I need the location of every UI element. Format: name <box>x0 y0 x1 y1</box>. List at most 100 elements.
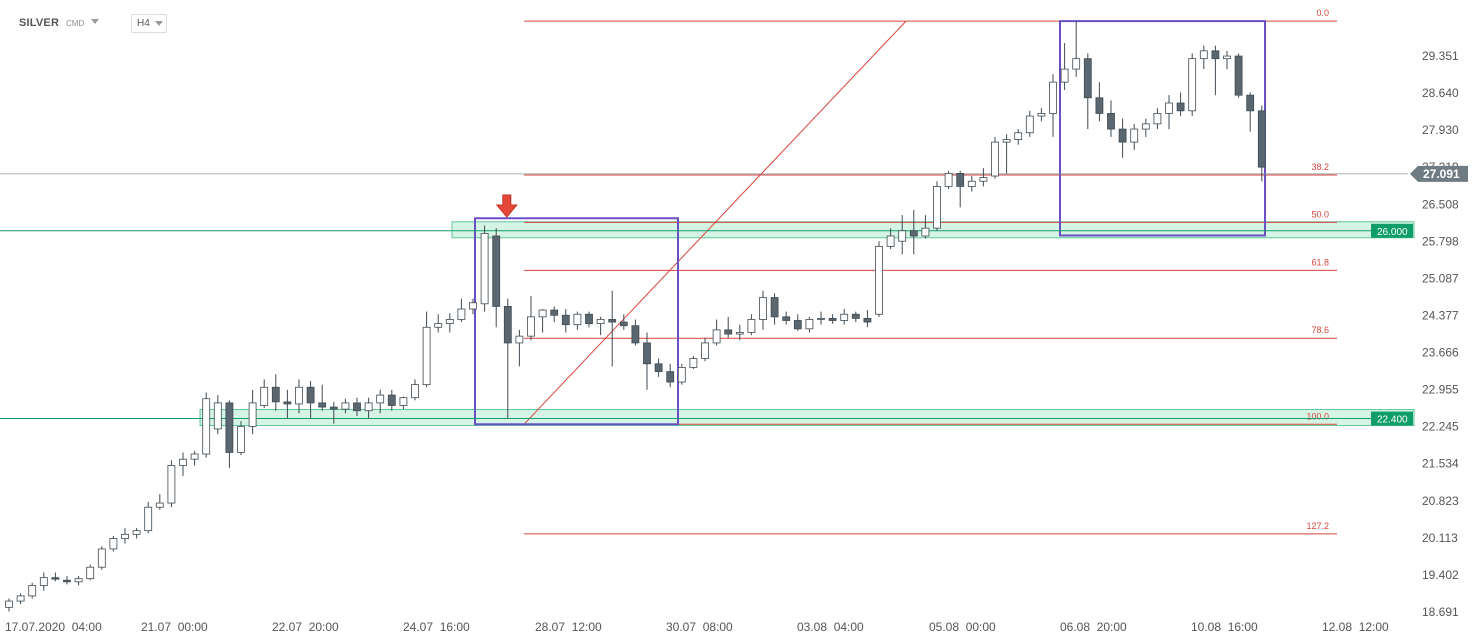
price-axis: 29.35128.64027.93027.21926.50825.79825.0… <box>1422 49 1459 619</box>
y-tick-label: 18.691 <box>1422 605 1459 619</box>
support-zone <box>199 409 1415 427</box>
candle <box>1211 45 1220 96</box>
candle-body <box>86 566 95 580</box>
candle <box>619 314 628 330</box>
y-tick-label: 20.113 <box>1422 531 1458 545</box>
candle-body <box>1002 139 1011 143</box>
y-tick-label: 24.377 <box>1422 308 1459 322</box>
candle-body <box>155 502 164 508</box>
candle <box>666 363 675 388</box>
candle <box>1257 105 1266 182</box>
candle-body <box>677 367 686 383</box>
price-badges: 27.091 26.000 22.400 <box>1371 165 1468 426</box>
candle <box>1107 100 1115 137</box>
candle <box>422 311 431 388</box>
candle <box>747 314 756 336</box>
candle <box>318 384 327 411</box>
symbol-name[interactable]: SILVER <box>19 17 60 29</box>
candles <box>5 21 1266 612</box>
candle-body <box>1095 97 1104 114</box>
level-badge-bg <box>1371 223 1413 238</box>
candle-body <box>967 180 976 187</box>
candle-body <box>1014 132 1023 140</box>
horizontal-levels <box>0 173 1408 420</box>
candle <box>643 332 651 390</box>
candle <box>179 452 187 476</box>
candle <box>608 290 617 367</box>
candle-body <box>295 386 303 405</box>
candle <box>28 582 37 599</box>
level-badge-text: 26.000 <box>1377 227 1408 238</box>
candle <box>1002 134 1011 174</box>
candle <box>190 450 199 466</box>
candle <box>1153 108 1162 130</box>
candle <box>503 298 512 419</box>
candle-body <box>817 318 825 320</box>
y-tick-label: 22.955 <box>1422 383 1459 397</box>
level-badge-text: 22.400 <box>1377 415 1408 426</box>
candle-body <box>631 325 640 344</box>
candle <box>295 379 303 414</box>
candle <box>840 309 849 325</box>
candle <box>248 389 257 435</box>
candle-body <box>527 316 535 337</box>
candle <box>155 494 164 510</box>
candle <box>5 598 13 612</box>
candle <box>1025 110 1034 137</box>
y-tick-label: 28.640 <box>1422 86 1459 100</box>
candle <box>306 380 315 419</box>
candle-body <box>1072 58 1081 70</box>
candle <box>585 311 593 328</box>
chevron-down-icon <box>155 21 163 26</box>
candle-body <box>1223 55 1231 60</box>
range-box <box>1059 20 1266 237</box>
candle <box>1188 53 1197 117</box>
candle <box>283 389 292 419</box>
candle <box>399 396 408 410</box>
candle-body <box>1083 58 1092 99</box>
candle <box>1049 74 1057 137</box>
candle-body <box>411 384 419 399</box>
candle-body <box>770 297 779 318</box>
support-zone <box>451 221 1415 239</box>
level-badge: 22.400 <box>1371 411 1413 426</box>
candle-body <box>979 177 988 182</box>
timeframe-select[interactable]: H4 <box>131 14 167 33</box>
candle-body <box>793 320 802 330</box>
fib-level-label: 78.6 <box>1311 325 1329 335</box>
candle-body <box>5 600 13 608</box>
candle <box>828 314 837 324</box>
candle <box>445 313 454 333</box>
candle-body <box>886 235 895 247</box>
chevron-down-icon[interactable] <box>91 19 99 24</box>
candle <box>596 316 605 336</box>
candle <box>329 401 338 424</box>
candle-body <box>225 402 234 453</box>
candle <box>1095 82 1104 122</box>
symbol-type: CMD <box>66 19 85 28</box>
candle-body <box>213 402 222 430</box>
candle-body <box>492 235 501 307</box>
fib-level-label: 50.0 <box>1311 209 1329 219</box>
candle-body <box>434 323 443 328</box>
candle <box>1234 53 1243 98</box>
candle <box>376 389 385 414</box>
candle <box>1223 50 1231 70</box>
candle <box>144 501 153 534</box>
candle-body <box>689 358 698 368</box>
candle <box>712 319 721 346</box>
candle-body <box>805 319 814 330</box>
candle <box>97 546 106 570</box>
candle-body <box>643 342 651 365</box>
candle <box>805 316 814 333</box>
level-badge: 26.000 <box>1371 223 1413 238</box>
y-tick-label: 25.087 <box>1422 271 1459 285</box>
y-tick-label: 20.823 <box>1422 494 1459 508</box>
candle <box>782 311 791 325</box>
x-tick-label: 22.07 20:00 <box>272 620 339 634</box>
candle-body <box>469 302 477 310</box>
candle-body <box>1257 110 1266 168</box>
candle-body <box>503 306 512 344</box>
candle-body <box>1049 81 1057 114</box>
